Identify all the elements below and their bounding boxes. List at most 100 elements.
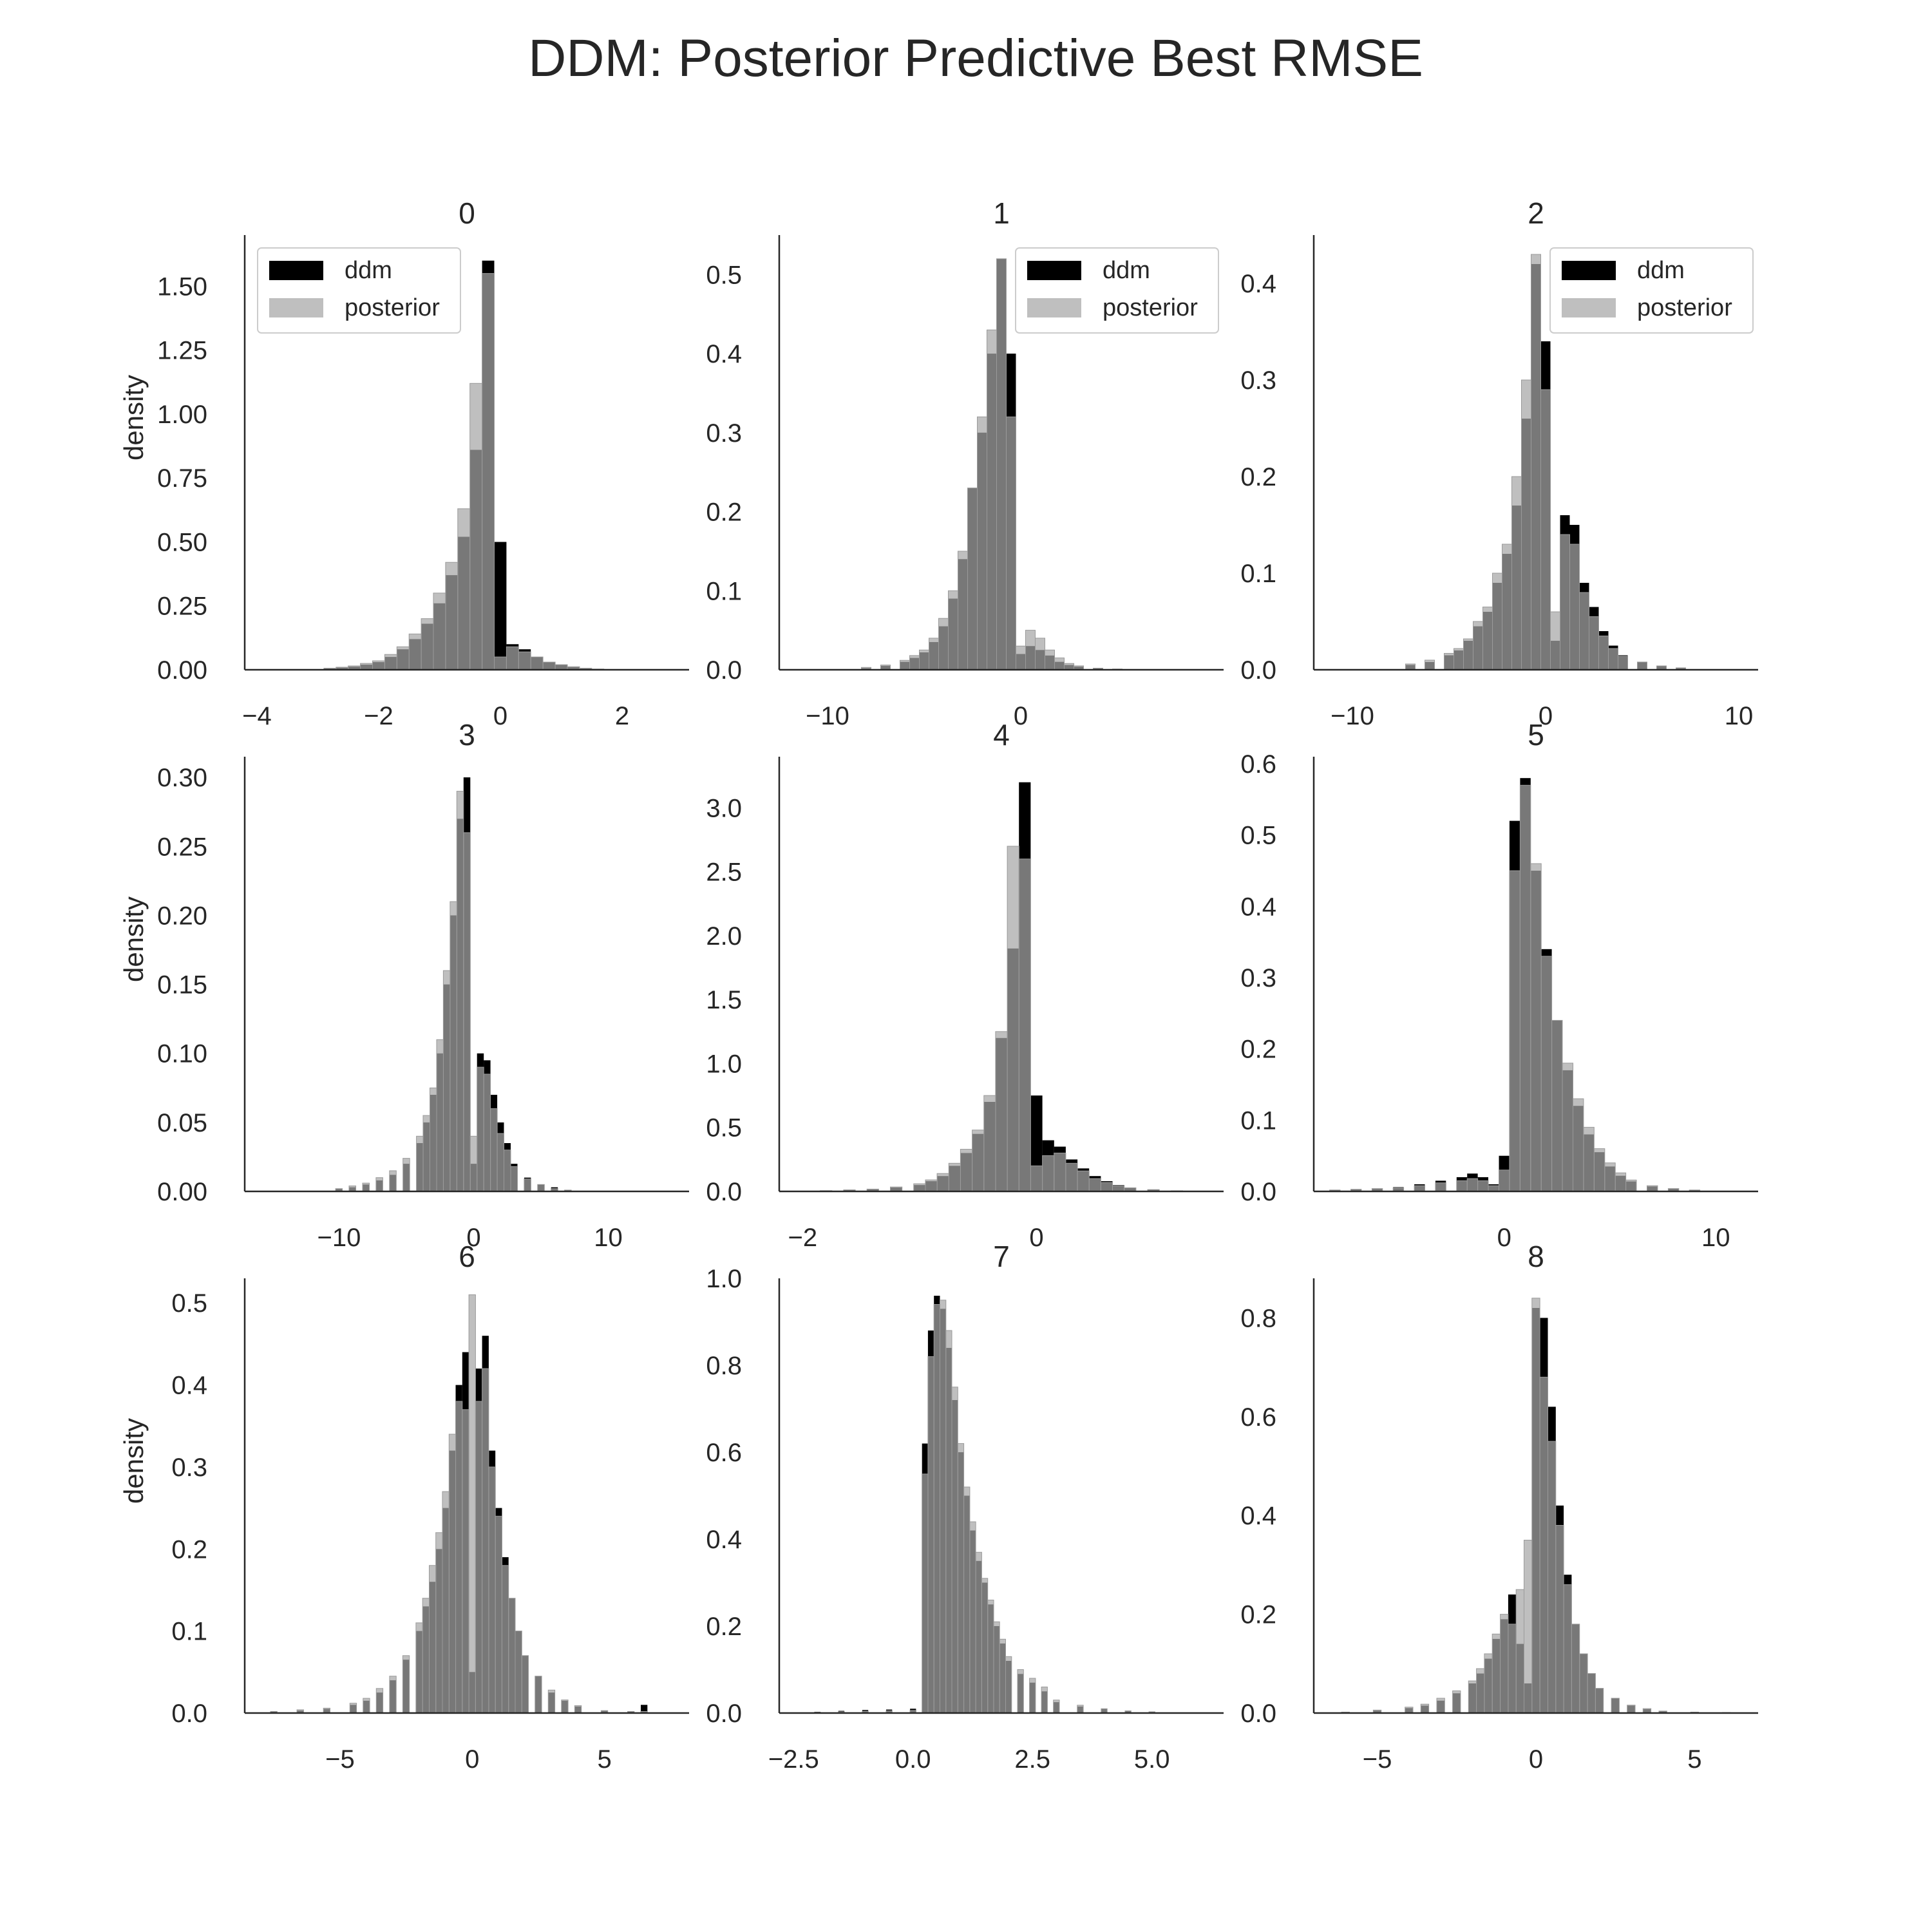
panel-8: 0.0 0.2 0.4 0.6 0.8 −5 0 5 8 bbox=[1240, 1240, 1758, 1774]
bar-posterior bbox=[1054, 658, 1065, 670]
bar-posterior bbox=[1502, 544, 1512, 670]
y-tick-label: 0.30 bbox=[157, 764, 207, 792]
bar-posterior bbox=[1587, 1673, 1596, 1714]
y-tick-label: 0.1 bbox=[1240, 560, 1276, 588]
panel-5: 0.0 0.1 0.2 0.3 0.4 0.5 0.6 0 10 5 bbox=[1240, 718, 1758, 1252]
bar-posterior bbox=[1615, 1172, 1627, 1192]
bar-posterior bbox=[495, 1515, 503, 1714]
y-tick-label: 0.1 bbox=[171, 1618, 207, 1646]
legend-swatch-ddm bbox=[1027, 261, 1081, 280]
bar-posterior bbox=[1005, 1656, 1012, 1714]
bar-posterior bbox=[1045, 649, 1055, 670]
bar-posterior bbox=[1569, 544, 1580, 670]
bar-posterior bbox=[940, 1300, 947, 1714]
bar-posterior bbox=[448, 1434, 457, 1714]
bar-posterior bbox=[430, 1087, 437, 1192]
bar-posterior bbox=[415, 1622, 423, 1714]
bar-posterior bbox=[1473, 621, 1483, 670]
bar-posterior bbox=[1611, 1698, 1620, 1714]
bar-posterior bbox=[938, 618, 949, 670]
y-tick-label: 0.2 bbox=[1240, 1036, 1276, 1064]
bar-posterior bbox=[999, 1638, 1006, 1714]
bar-posterior bbox=[402, 1655, 410, 1714]
bar-posterior bbox=[1466, 1178, 1479, 1192]
bar-posterior bbox=[1500, 1614, 1509, 1714]
bar-posterior bbox=[1405, 1707, 1414, 1714]
bar-posterior bbox=[530, 656, 544, 670]
bar-posterior bbox=[1509, 870, 1520, 1192]
panel-title: 5 bbox=[1528, 718, 1544, 752]
bar-posterior bbox=[1030, 1165, 1043, 1192]
bar-posterior bbox=[957, 1443, 965, 1714]
x-tick-label: 0.0 bbox=[895, 1745, 931, 1774]
y-tick-label: 0.6 bbox=[1240, 750, 1276, 779]
bar-posterior bbox=[1042, 1155, 1055, 1192]
y-tick-label: 0.00 bbox=[157, 1178, 207, 1206]
bar-posterior bbox=[462, 1409, 469, 1714]
x-tick-label: 0 bbox=[1029, 1224, 1043, 1252]
y-tick-label: 0.4 bbox=[706, 340, 742, 368]
bar-posterior bbox=[494, 656, 507, 670]
y-tick-label: 0.0 bbox=[1240, 1178, 1276, 1206]
y-tick-label: 0.15 bbox=[157, 971, 207, 999]
bar-posterior bbox=[445, 562, 459, 670]
panel-title: 1 bbox=[993, 196, 1010, 230]
bar-posterior bbox=[389, 1170, 397, 1192]
x-tick-label: −10 bbox=[317, 1224, 361, 1252]
bar-posterior bbox=[1604, 1162, 1616, 1192]
y-tick-label: 0.4 bbox=[706, 1526, 742, 1554]
bar-posterior bbox=[948, 590, 958, 670]
bar-posterior bbox=[422, 1598, 430, 1714]
bar-posterior bbox=[561, 1700, 569, 1714]
panel-title: 7 bbox=[993, 1240, 1010, 1273]
y-tick-label: 3.0 bbox=[706, 794, 742, 822]
bar-posterior bbox=[518, 651, 531, 670]
y-tick-label: 2.0 bbox=[706, 922, 742, 951]
figure-title: DDM: Posterior Predictive Best RMSE bbox=[528, 29, 1423, 88]
bar-posterior bbox=[1539, 1376, 1548, 1714]
bar-posterior bbox=[515, 1631, 522, 1714]
series-posterior bbox=[820, 846, 1184, 1192]
bar-posterior bbox=[372, 660, 385, 670]
bar-posterior bbox=[1100, 1182, 1113, 1192]
bar-posterior bbox=[1025, 630, 1036, 670]
x-tick-label: −5 bbox=[325, 1745, 355, 1774]
x-tick-label: 0 bbox=[1497, 1224, 1511, 1252]
y-tick-label: 0.3 bbox=[1240, 366, 1276, 395]
bar-posterior bbox=[945, 1330, 952, 1714]
bar-posterior bbox=[375, 1688, 384, 1714]
y-tick-label: 0.5 bbox=[171, 1289, 207, 1318]
bar-posterior bbox=[1482, 607, 1493, 670]
y-tick-label: 0.0 bbox=[706, 656, 742, 685]
bar-posterior bbox=[1007, 846, 1019, 1192]
bar-posterior bbox=[504, 1150, 511, 1192]
x-tick-label: 5.0 bbox=[1134, 1745, 1170, 1774]
bar-posterior bbox=[1618, 656, 1628, 670]
x-tick-label: 0 bbox=[1014, 702, 1028, 730]
x-tick-label: −2 bbox=[788, 1224, 817, 1252]
bar-posterior bbox=[1420, 1703, 1430, 1714]
bar-posterior bbox=[977, 416, 987, 670]
x-tick-label: −2 bbox=[364, 702, 393, 730]
legend-swatch-ddm bbox=[1562, 261, 1616, 280]
series-posterior bbox=[1405, 254, 1686, 670]
bar-posterior bbox=[442, 1491, 450, 1714]
bar-posterior bbox=[919, 649, 929, 670]
bar-posterior bbox=[1053, 1700, 1060, 1714]
bar-posterior bbox=[1625, 1179, 1637, 1192]
y-tick-label: 0.3 bbox=[706, 419, 742, 448]
y-tick-label: 0.8 bbox=[706, 1352, 742, 1380]
x-tick-label: 2 bbox=[615, 702, 629, 730]
bar-posterior bbox=[488, 1466, 496, 1714]
bar-posterior bbox=[1088, 1178, 1101, 1192]
y-tick-label: 1.0 bbox=[706, 1050, 742, 1079]
bar-posterior bbox=[535, 1676, 542, 1714]
y-tick-label: 0.0 bbox=[1240, 656, 1276, 685]
y-tick-label: 0.2 bbox=[706, 498, 742, 527]
bar-posterior bbox=[1598, 636, 1609, 670]
bar-posterior bbox=[967, 488, 978, 670]
y-tick-label: 1.50 bbox=[157, 272, 207, 301]
legend-label-posterior: posterior bbox=[1637, 294, 1732, 321]
bar-posterior bbox=[1560, 534, 1570, 670]
y-tick-label: 0.6 bbox=[706, 1439, 742, 1467]
